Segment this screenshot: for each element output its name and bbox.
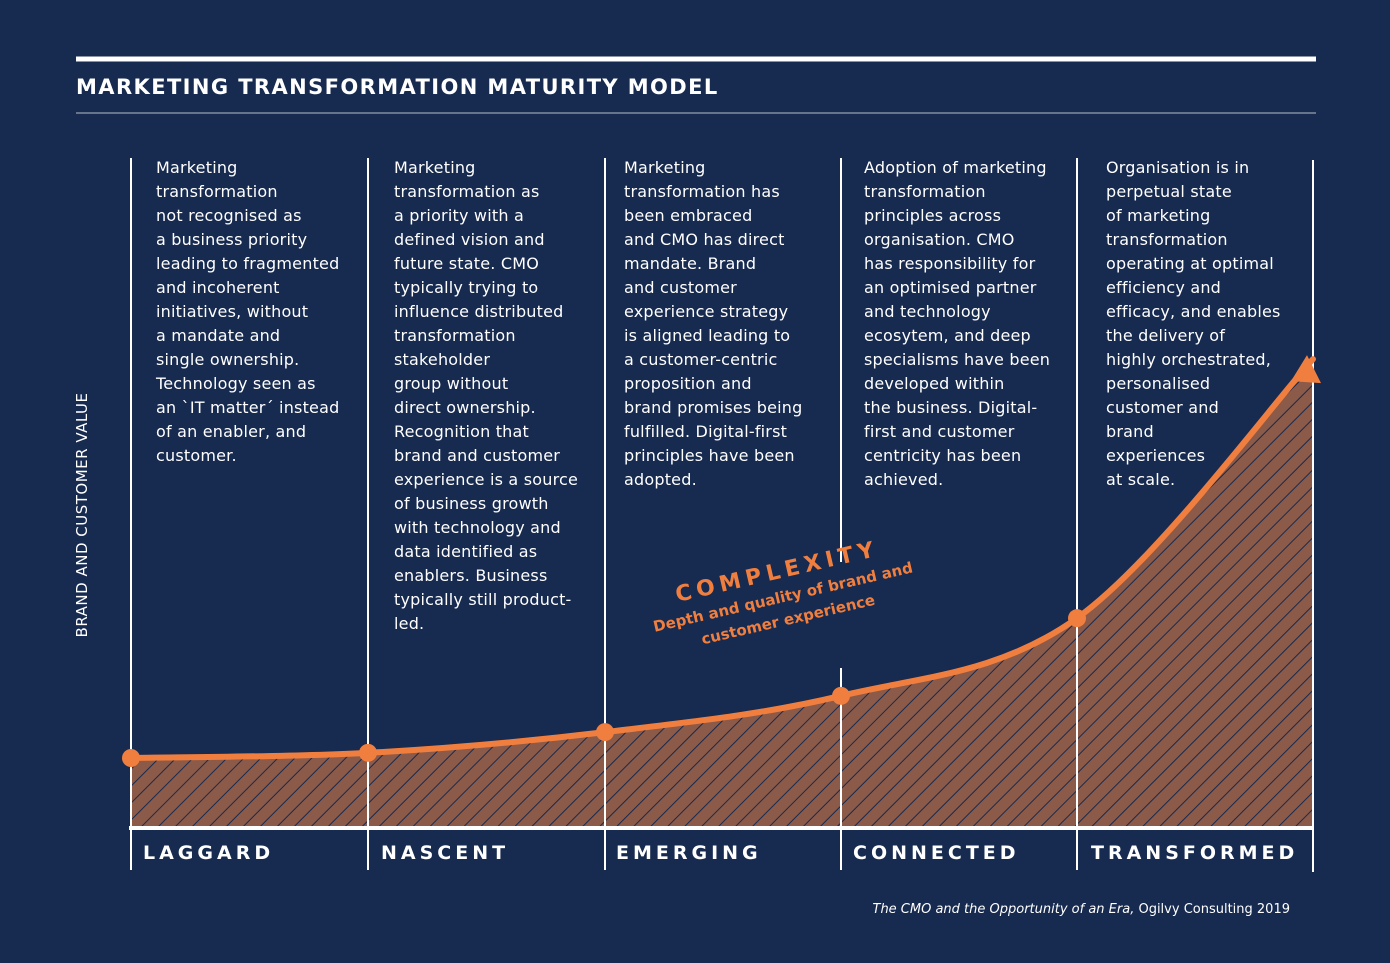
value-curve: [128, 356, 1316, 761]
stage-description-emerging: Marketing transformation has been embrac…: [624, 158, 803, 489]
stage-label-emerging: EMERGING: [616, 842, 762, 864]
stage-description-laggard: Marketing transformation not recognised …: [156, 158, 340, 465]
curve-point: [1068, 609, 1086, 628]
stage-label-nascent: NASCENT: [381, 842, 510, 864]
curve-point: [596, 723, 614, 742]
curve-point: [832, 686, 850, 705]
stage-label-laggard: LAGGARD: [143, 842, 275, 864]
curve-arrowhead: [1291, 355, 1321, 384]
source-publisher: Ogilvy Consulting 2019: [1134, 902, 1290, 917]
stage-label-transformed: TRANSFORMED: [1091, 842, 1299, 864]
page-title: MARKETING TRANSFORMATION MATURITY MODEL: [76, 75, 719, 99]
stage-description-connected: Adoption of marketing transformation pri…: [864, 158, 1051, 489]
curve-point: [122, 749, 140, 767]
source-title: The CMO and the Opportunity of an Era,: [872, 902, 1135, 917]
stage-description-transformed: Organisation is in perpetual state of ma…: [1106, 158, 1281, 489]
y-axis-label: BRAND AND CUSTOMER VALUE: [73, 392, 91, 638]
source-citation: The CMO and the Opportunity of an Era, O…: [873, 902, 1291, 917]
curve-point: [359, 743, 377, 762]
value-area: [131, 359, 1313, 828]
stage-label-connected: CONNECTED: [853, 842, 1020, 864]
stage-description-nascent: Marketing transformation as a priority w…: [394, 158, 579, 633]
